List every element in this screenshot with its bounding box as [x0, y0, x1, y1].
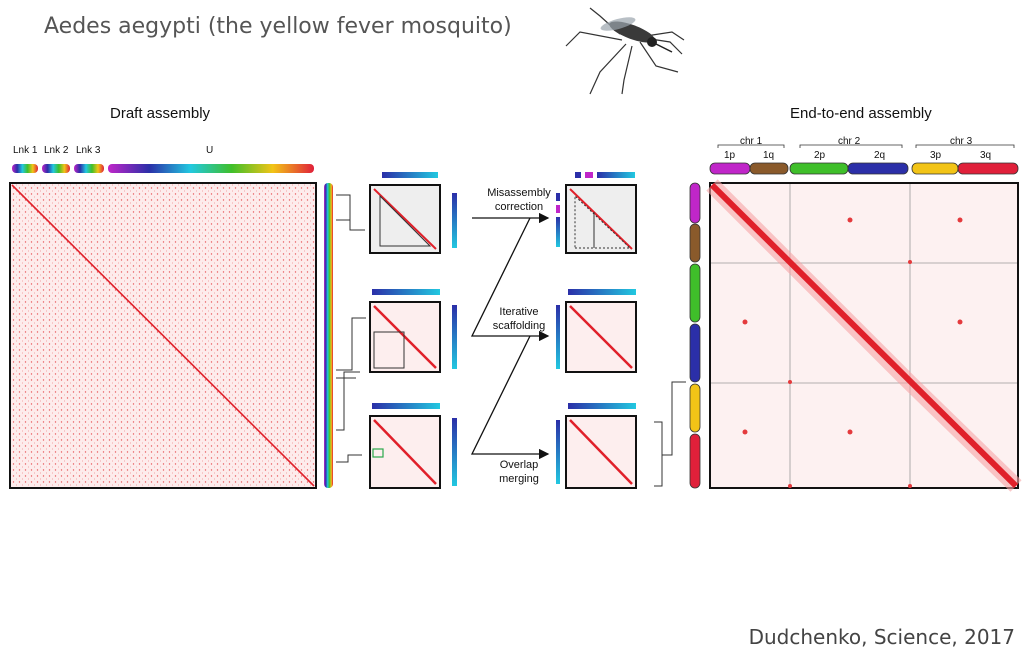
- end-to-end-heading: End-to-end assembly: [790, 105, 932, 122]
- arm-label-1q: 1q: [763, 150, 775, 161]
- step-label-misassembly: Misassembly correction: [487, 187, 551, 213]
- chr3-label: chr 3: [950, 136, 973, 147]
- arm-label-2p: 2p: [814, 150, 826, 161]
- group-label-u: U: [206, 145, 214, 156]
- panel-scaffolding-before: [369, 289, 457, 373]
- draft-connectors: [336, 194, 366, 463]
- arm-label-1p: 1p: [724, 150, 736, 161]
- step-label-scaffolding: Iterative scaffolding: [492, 306, 546, 332]
- arm-label-3q: 3q: [980, 150, 992, 161]
- panel-misassembly-before: [369, 172, 457, 254]
- chromosome-brackets: [717, 144, 1015, 148]
- final-side-bar: [689, 182, 701, 489]
- group-label-lnk3: Lnk 3: [76, 145, 101, 156]
- panel-scaffolding-after: [556, 289, 637, 373]
- step-label-merging: Overlap merging: [499, 459, 539, 485]
- group-label-lnk2: Lnk 2: [44, 145, 69, 156]
- arm-label-2q: 2q: [874, 150, 886, 161]
- final-top-bar: [709, 162, 1019, 175]
- draft-heatmap: [9, 182, 317, 489]
- mosquito-illustration: [565, 7, 685, 95]
- citation-credit: Dudchenko, Science, 2017: [748, 625, 1015, 649]
- process-arrows: [470, 212, 550, 460]
- slide-title: Aedes aegypti (the yellow fever mosquito…: [44, 14, 512, 39]
- panel-merging-before: [369, 403, 457, 489]
- panel-misassembly-after: [556, 172, 637, 254]
- draft-assembly-heading: Draft assembly: [110, 105, 211, 122]
- panel-merging-after: [556, 381, 686, 489]
- final-heatmap: [706, 179, 1022, 492]
- draft-top-bar: [12, 164, 314, 173]
- draft-side-bar: [324, 183, 333, 488]
- chr2-label: chr 2: [838, 136, 861, 147]
- group-label-lnk1: Lnk 1: [13, 145, 38, 156]
- arm-label-3p: 3p: [930, 150, 942, 161]
- chr1-label: chr 1: [740, 136, 763, 147]
